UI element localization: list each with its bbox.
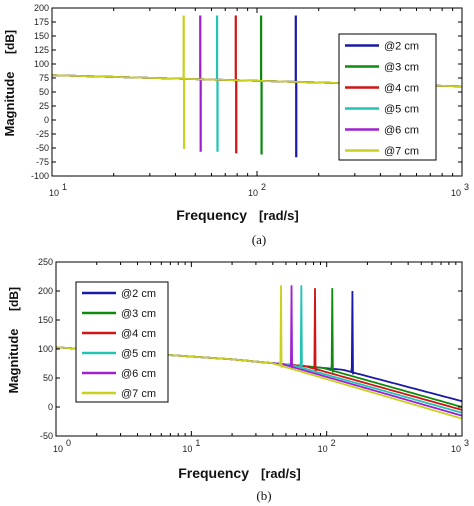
legend-label-2: @3 cm xyxy=(121,308,156,320)
y-tick-label: 25 xyxy=(39,101,49,111)
y-axis-unit: [dB] xyxy=(3,30,17,54)
x-tick-label: 10 xyxy=(49,188,59,198)
x-tick-exponent: 1 xyxy=(195,438,200,448)
y-tick-label: 200 xyxy=(38,286,53,296)
legend-label-6: @7 cm xyxy=(384,146,419,158)
y-tick-label: 0 xyxy=(48,402,53,412)
x-tick-exponent: 2 xyxy=(331,438,336,448)
y-tick-label: 100 xyxy=(34,59,49,69)
y-tick-label: 200 xyxy=(34,3,49,13)
x-tick-label: 10 xyxy=(451,444,461,454)
y-tick-label: 0 xyxy=(44,115,49,125)
y-tick-label: 150 xyxy=(34,31,49,41)
y-tick-label: 150 xyxy=(38,315,53,325)
legend-label-5: @6 cm xyxy=(384,125,419,137)
y-tick-label: -50 xyxy=(40,431,53,441)
y-tick-label: -100 xyxy=(31,171,49,181)
x-tick-label: 10 xyxy=(182,444,192,454)
y-tick-label: 50 xyxy=(39,87,49,97)
x-tick-label: 10 xyxy=(248,188,258,198)
x-axis-unit: [rad/s] xyxy=(259,208,299,223)
x-axis-label: Frequency xyxy=(178,465,249,481)
y-axis-label: Magnitude xyxy=(2,72,17,137)
y-tick-label: 50 xyxy=(43,373,53,383)
legend-label-2: @3 cm xyxy=(384,62,419,74)
y-tick-label: -50 xyxy=(36,143,49,153)
legend-box xyxy=(338,33,437,161)
x-tick-exponent: 2 xyxy=(261,182,266,192)
x-tick-label: 10 xyxy=(318,444,328,454)
y-tick-label: 100 xyxy=(38,344,53,354)
y-tick-label: 125 xyxy=(34,45,49,55)
x-axis-unit: [rad/s] xyxy=(261,466,301,481)
panel-caption: (b) xyxy=(256,488,271,503)
x-tick-label: 10 xyxy=(53,444,63,454)
chart-panel-a: -100-75-50-25025507510012515017520010110… xyxy=(2,3,469,247)
chart-panel-b: -50050100150200250100101102103Frequency[… xyxy=(6,257,469,503)
y-tick-label: 250 xyxy=(38,257,53,267)
x-tick-exponent: 3 xyxy=(464,182,469,192)
legend-label-1: @2 cm xyxy=(121,288,156,300)
x-tick-exponent: 3 xyxy=(464,438,469,448)
legend-label-3: @4 cm xyxy=(384,83,419,95)
legend-label-4: @5 cm xyxy=(121,348,156,360)
legend-label-3: @4 cm xyxy=(121,328,156,340)
legend-label-5: @6 cm xyxy=(121,368,156,380)
legend-label-6: @7 cm xyxy=(121,388,156,400)
y-axis-label: Magnitude xyxy=(6,329,21,394)
panel-caption: (a) xyxy=(252,232,266,247)
legend-box xyxy=(75,281,169,403)
y-tick-label: 175 xyxy=(34,17,49,27)
y-tick-label: -25 xyxy=(36,129,49,139)
x-axis-label: Frequency xyxy=(176,207,247,223)
y-tick-label: 75 xyxy=(39,73,49,83)
x-tick-exponent: 1 xyxy=(62,182,67,192)
y-tick-label: -75 xyxy=(36,157,49,167)
legend-label-4: @5 cm xyxy=(384,104,419,116)
y-axis-unit: [dB] xyxy=(7,287,21,311)
x-tick-exponent: 0 xyxy=(66,438,71,448)
x-tick-label: 10 xyxy=(451,188,461,198)
legend-label-1: @2 cm xyxy=(384,41,419,53)
